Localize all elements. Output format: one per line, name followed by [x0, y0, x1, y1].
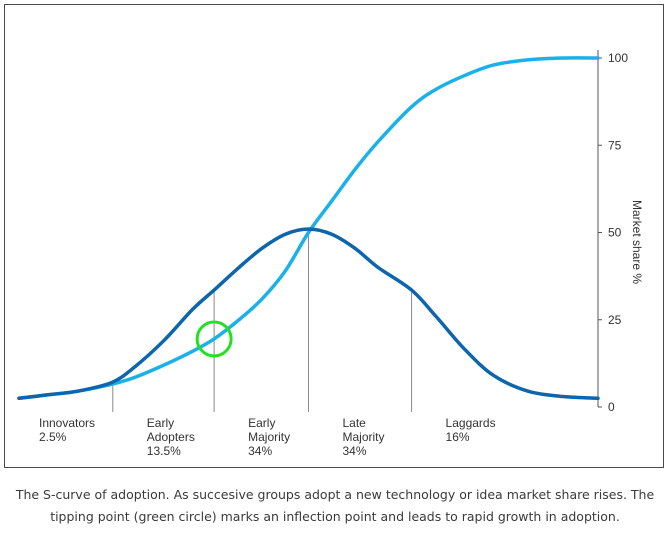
segment-dividers — [112, 229, 413, 412]
y-axis-title: Market share % — [630, 200, 644, 284]
adoption-bell-curve-line — [17, 227, 600, 401]
tipping-point-circle — [195, 320, 233, 358]
segment-label: Late Majority 34% — [343, 416, 385, 458]
caption-line-1: The S-curve of adoption. As succesive gr… — [15, 487, 655, 502]
adoption-chart: 0 25 50 75 100 Innovators 2.5% Early Adopters 13… — [17, 50, 644, 458]
figure-caption: The S-curve of adoption. As succesive gr… — [0, 484, 670, 528]
caption-line-2: tipping point (green circle) marks an in… — [50, 509, 620, 524]
segment-label: Early Majority 34% — [248, 416, 290, 458]
y-tick-label: 0 — [608, 400, 615, 414]
series-layer — [17, 56, 600, 401]
annotation-layer — [195, 320, 233, 358]
y-tick-label: 50 — [608, 226, 622, 240]
segment-labels: Innovators 2.5% Early Adopters 13.5% Early Maj… — [39, 416, 496, 458]
y-tick-label: 25 — [608, 313, 622, 327]
y-tick-label: 75 — [608, 138, 622, 152]
y-axis: 0 25 50 75 100 — [597, 50, 628, 414]
y-tick-label: 100 — [608, 51, 628, 65]
cumulative-s-curve-line — [17, 56, 600, 401]
segment-label: Laggards 16% — [446, 416, 496, 444]
segment-label: Early Adopters 13.5% — [147, 416, 195, 458]
chart-frame: 0 25 50 75 100 Innovators 2.5% Early Adopters 13… — [4, 4, 664, 468]
segment-label: Innovators 2.5% — [39, 416, 95, 444]
